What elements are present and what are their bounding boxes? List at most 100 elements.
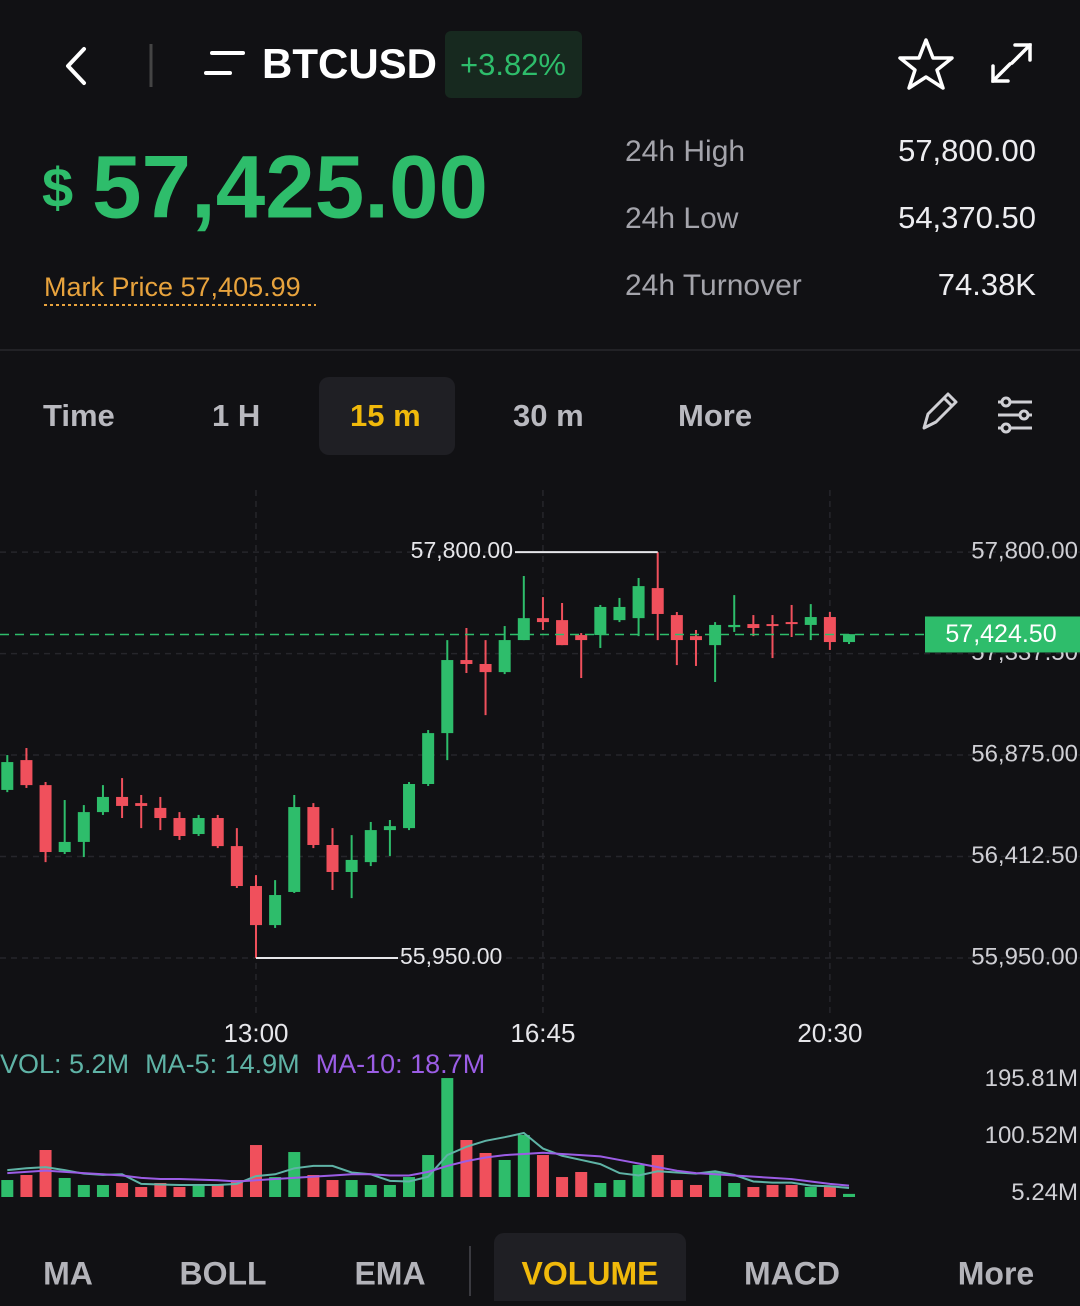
volume-bar [479,1152,492,1197]
volume-bar [728,1183,741,1197]
draw-tool-button[interactable] [922,392,958,430]
candle-body [594,606,607,636]
legend-entry: MA-5: 14.9M [145,1049,300,1079]
volume-bar [173,1187,186,1197]
volume-bar [556,1177,569,1197]
last-price: 57,425.00 [92,137,488,237]
candle-body [747,624,760,629]
stat-value: 74.38K [938,267,1037,302]
candle-body [804,617,817,625]
indicator-tab[interactable]: More [958,1255,1034,1291]
candle-body [192,818,205,835]
volume-bar [460,1140,473,1197]
candle-body [460,660,473,664]
volume-bar [77,1184,90,1197]
volume-bar [345,1180,358,1197]
candle-body [135,803,148,806]
candle-body [709,624,722,646]
candle-body [249,886,262,926]
back-button[interactable] [66,47,86,85]
candle-body [632,586,645,619]
volume-bar [20,1174,33,1197]
candle-body [345,859,358,872]
time-tab[interactable]: 15 m [350,398,421,433]
volume-bar [632,1165,645,1197]
volume-chart: 5.24M 100.52M 195.81M VOL: 5.2M MA-5: 14.9M M… [0,1049,1078,1206]
volume-bar [843,1193,856,1197]
candle-body [326,845,339,872]
mark-price[interactable]: Mark Price 57,405.99 [44,272,301,302]
volume-bar [154,1183,167,1197]
candle-body [288,807,301,892]
x-tick-label: 20:30 [797,1018,862,1048]
indicator-tab[interactable]: MACD [744,1255,840,1291]
candle-body [39,785,52,853]
y-tick-label: 100.52M [985,1122,1078,1149]
volume-bar [383,1184,396,1197]
stat-value: 57,800.00 [898,133,1036,168]
ma-line [7,1151,850,1187]
volume-bar [307,1174,320,1197]
volume-bar [823,1187,836,1197]
low-label: 55,950.00 [400,943,502,969]
volume-bar [709,1172,722,1197]
indicator-tab[interactable]: MA [43,1255,93,1291]
volume-bar [575,1172,588,1197]
ma-line [7,1131,850,1190]
time-tab[interactable]: Time [43,398,115,433]
price-chart: 55,950.0056,412.5056,875.0057,337.5057,8… [0,490,1080,1048]
candle-body [441,660,454,734]
settings-button[interactable] [998,396,1032,434]
fullscreen-button[interactable] [991,43,1032,83]
volume-bar [517,1134,530,1197]
time-tab[interactable]: 30 m [513,398,584,433]
volume-bar [364,1184,377,1197]
candle-body [498,640,511,673]
x-tick-label: 16:45 [510,1018,575,1048]
volume-bar [39,1149,52,1197]
stat-label: 24h High [625,135,745,168]
volume-bar [192,1184,205,1197]
candle-body [613,606,626,621]
candle-body [1,762,14,790]
volume-bar [594,1183,607,1197]
candle-body [96,796,109,813]
candle-body [728,624,741,628]
indicator-tab[interactable]: EMA [354,1255,425,1291]
volume-bar [58,1177,71,1197]
x-tick-label: 13:00 [223,1018,288,1048]
candle-body [211,818,224,847]
candle-body [536,618,549,623]
candle-body [154,807,167,819]
candle-body [383,826,396,831]
volume-bar [211,1184,224,1197]
last-price-box [925,616,1080,653]
time-tab[interactable]: More [678,398,752,433]
indicator-tab[interactable]: VOLUME [522,1255,659,1291]
volume-bar [785,1184,798,1197]
volume-bar [96,1184,109,1197]
y-tick-label: 55,950.00 [971,943,1078,970]
candle-body [766,624,779,627]
volume-bar [804,1187,817,1197]
symbol[interactable]: BTCUSD [262,40,437,87]
candle-body [58,841,71,853]
tab-highlight [319,377,455,455]
time-tab[interactable]: 1 H [212,398,260,433]
volume-bar [135,1187,148,1197]
volume-bar [249,1145,262,1197]
candle-body [116,796,129,806]
legend-entry: MA-10: 18.7M [316,1049,486,1079]
candle-body [230,846,243,887]
volume-bar [689,1184,702,1197]
stat-label: 24h Low [625,202,739,235]
candle-body [479,663,492,673]
favorite-button[interactable] [898,38,954,90]
volume-bar [326,1180,339,1197]
indicator-tab[interactable]: BOLL [179,1255,266,1291]
tab-highlight [494,1233,686,1306]
legend-entry: VOL: 5.2M [0,1049,129,1079]
menu-icon[interactable] [204,51,245,75]
volume-bar [536,1155,549,1197]
